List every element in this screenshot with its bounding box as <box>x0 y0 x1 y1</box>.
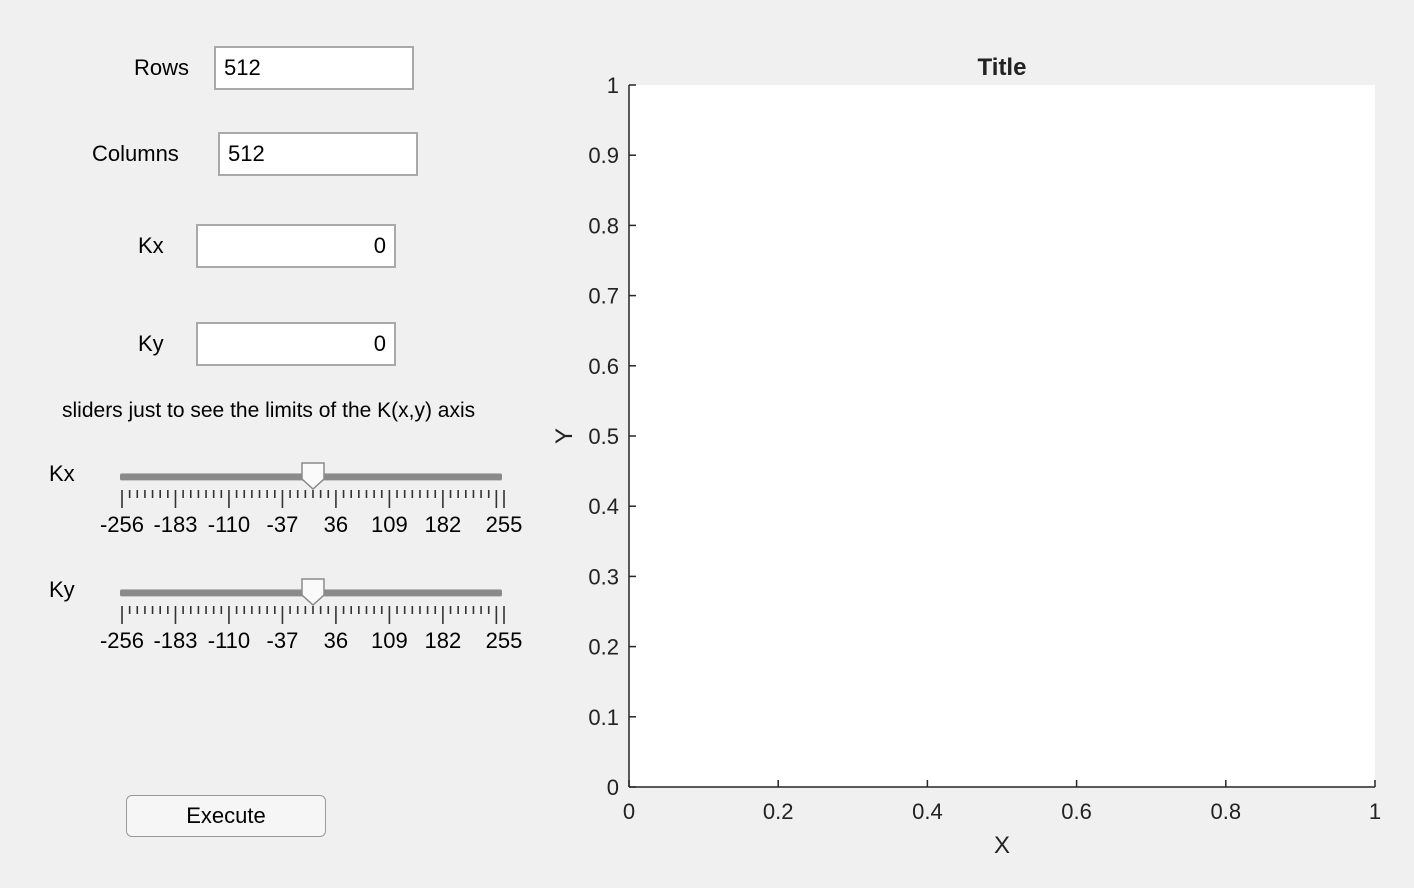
slider-tick-label: -183 <box>153 512 198 537</box>
chart-title: Title <box>978 54 1027 81</box>
slider-tick-label: -37 <box>266 628 299 653</box>
y-tick-label: 0.8 <box>588 213 619 238</box>
slider-tick-label: -110 <box>207 512 251 537</box>
x-tick-label: 1 <box>1369 799 1381 824</box>
plot-area <box>629 85 1375 787</box>
x-tick-label: 0 <box>623 799 635 824</box>
y-tick-label: 0.7 <box>588 284 619 309</box>
columns-field[interactable] <box>218 132 418 176</box>
y-ticks: 0 0.1 0.2 0.3 0.4 0.5 0.6 0.7 0.8 0.9 1 <box>588 73 636 800</box>
slider-tick-label: -256 <box>99 628 145 653</box>
y-tick-label: 0.3 <box>588 564 619 589</box>
sliders-note: sliders just to see the limits of the K(… <box>62 399 476 422</box>
y-axis-label: Y <box>551 428 578 444</box>
kx-field[interactable] <box>196 224 396 268</box>
y-tick-label: 1 <box>607 73 619 98</box>
slider-tick-label: 255 <box>485 512 523 537</box>
slider-tick-label: -256 <box>99 512 145 537</box>
y-tick-label: 0 <box>607 775 619 800</box>
slider-tick-label: -183 <box>153 628 198 653</box>
slider-thumb[interactable] <box>301 462 326 490</box>
x-ticks: 0 0.2 0.4 0.6 0.8 1 <box>623 780 1381 824</box>
ky-label: Ky <box>138 331 164 356</box>
slider-tick-label: 109 <box>371 512 408 537</box>
y-tick-label: 0.1 <box>588 705 619 730</box>
y-tick-label: 0.9 <box>588 143 619 168</box>
kx-slider-label: Kx <box>49 461 75 486</box>
slider-tick-label: 255 <box>485 628 523 653</box>
x-tick-label: 0.6 <box>1061 799 1092 824</box>
ky-slider[interactable]: -256 -183 -110 -37 36 109 182 255 <box>100 578 522 668</box>
x-tick-label: 0.4 <box>912 799 943 824</box>
rows-label: Rows <box>134 55 190 80</box>
kx-label: Kx <box>138 233 164 258</box>
y-tick-label: 0.5 <box>588 424 619 449</box>
x-tick-label: 0.8 <box>1211 799 1242 824</box>
slider-tick-label: -37 <box>266 512 299 537</box>
slider-tick-label: -110 <box>207 628 251 653</box>
slider-ticks <box>121 606 505 624</box>
slider-tick-label: 36 <box>323 628 349 653</box>
ky-field[interactable] <box>196 322 396 366</box>
x-tick-label: 0.2 <box>763 799 794 824</box>
slider-ticks <box>121 490 505 508</box>
slider-tick-label: 182 <box>424 512 462 537</box>
x-axis-label: X <box>994 832 1010 859</box>
y-tick-label: 0.4 <box>588 494 619 519</box>
slider-tick-label: 36 <box>323 512 349 537</box>
rows-field[interactable] <box>214 46 414 90</box>
slider-tick-label: 182 <box>424 628 462 653</box>
columns-label: Columns <box>92 141 179 166</box>
slider-thumb[interactable] <box>301 578 326 606</box>
y-tick-label: 0.6 <box>588 354 619 379</box>
ky-slider-label: Ky <box>49 577 75 602</box>
kx-slider[interactable]: -256 -183 -110 -37 36 109 182 255 <box>100 462 522 552</box>
y-tick-label: 0.2 <box>588 635 619 660</box>
execute-button[interactable]: Execute <box>126 795 326 837</box>
slider-tick-label: 109 <box>371 628 408 653</box>
